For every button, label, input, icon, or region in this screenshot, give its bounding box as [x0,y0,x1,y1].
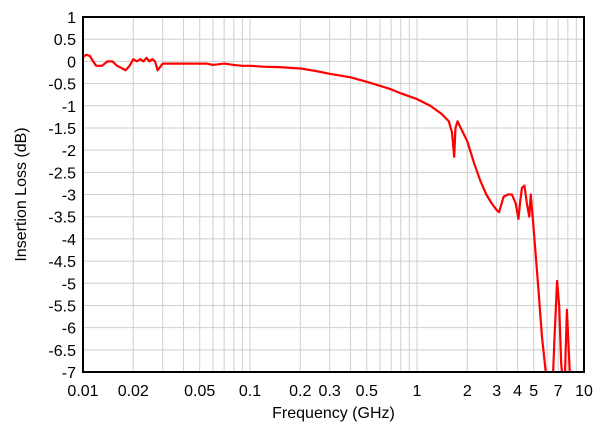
x-axis-title: Frequency (GHz) [272,405,395,422]
x-tick-label: 0.5 [356,383,378,400]
x-tick-label: 3 [492,383,501,400]
y-tick-label: -1.5 [48,121,76,138]
y-tick-label: 1 [67,10,76,27]
y-tick-label: -1 [62,99,76,116]
y-tick-label: 0.5 [54,32,76,49]
y-tick-label: -3.5 [48,210,76,227]
x-tick-label: 5 [529,383,538,400]
y-tick-label: -2.5 [48,165,76,182]
x-tick-label: 0.05 [184,383,215,400]
y-tick-label: -6.5 [48,343,76,360]
y-tick-label: -5 [62,276,76,293]
x-tick-label: 0.1 [239,383,261,400]
grid-lines [83,17,584,372]
x-tick-label: 0.3 [319,383,341,400]
x-tick-label: 1 [413,383,422,400]
y-tick-label: -5.5 [48,298,76,315]
x-tick-label: 4 [513,383,522,400]
y-axis-tick-labels: 1 0.5 0 -0.5 -1 -1.5 -2 -2.5 -3 -3.5 -4 -4.5 -5 -5.5 -… [48,10,76,382]
y-tick-label: -4.5 [48,254,76,271]
y-tick-label: -6 [62,321,76,338]
x-tick-label: 7 [554,383,563,400]
series-layer [83,53,571,372]
y-tick-label: -2 [62,143,76,160]
y-tick-label: 0 [67,54,76,71]
x-tick-label: 2 [463,383,472,400]
x-tick-label: 0.2 [289,383,311,400]
x-axis-tick-labels: 0.01 0.02 0.05 0.1 0.2 0.3 0.5 1 2 3 4 5 7 10 [67,383,593,400]
x-tick-label: 0.01 [67,383,98,400]
plot-area-frame [82,16,585,373]
y-tick-label: -0.5 [48,77,76,94]
y-tick-label: -3 [62,188,76,205]
x-tick-label: 0.02 [118,383,149,400]
y-tick-label: -4 [62,232,76,249]
y-axis-title: Insertion Loss (dB) [13,127,30,261]
x-tick-label: 10 [575,383,593,400]
series-line-0 [83,53,571,372]
y-tick-label: -7 [62,365,76,382]
